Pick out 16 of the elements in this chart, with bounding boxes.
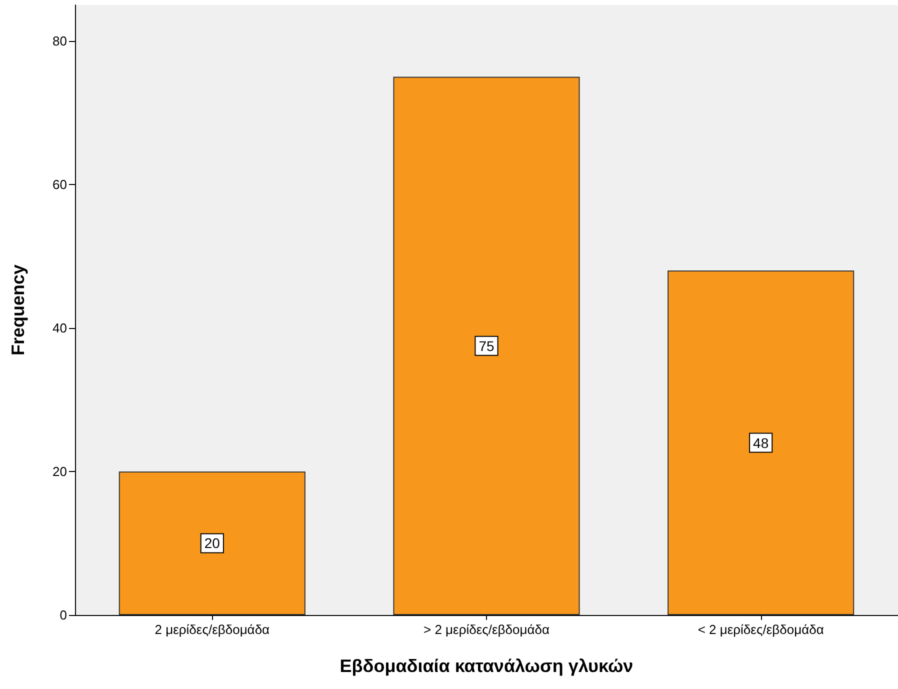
bar [393, 76, 580, 615]
x-tick-label: > 2 μερίδες/εβδομάδα [423, 622, 550, 637]
x-tick-label: 2 μερίδες/εβδομάδα [154, 622, 270, 637]
data-label: 75 [478, 338, 494, 354]
y-tick-label: 60 [52, 176, 67, 192]
bar [118, 471, 306, 615]
x-tick-label: < 2 μερίδες/εβδομάδα [698, 622, 824, 637]
data-label: 48 [753, 434, 769, 451]
y-tick-label: 0 [60, 608, 67, 622]
x-axis-title: Εβδομαδιαία κατανάλωση γλυκών [340, 656, 634, 676]
y-tick-label: 80 [52, 33, 67, 48]
data-label: 20 [204, 535, 220, 552]
bar [668, 270, 854, 615]
y-axis-title: Frequency [8, 264, 28, 356]
y-tick-label: 20 [52, 464, 67, 479]
y-tick-label: 40 [52, 320, 67, 336]
